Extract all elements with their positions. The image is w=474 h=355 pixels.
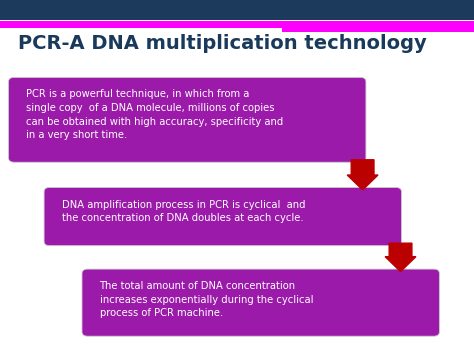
- Text: PCR is a powerful technique, in which from a
single copy  of a DNA molecule, mil: PCR is a powerful technique, in which fr…: [26, 89, 283, 140]
- FancyArrow shape: [385, 243, 416, 272]
- Text: DNA amplification process in PCR is cyclical  and
the concentration of DNA doubl: DNA amplification process in PCR is cycl…: [62, 200, 305, 223]
- FancyBboxPatch shape: [9, 77, 366, 162]
- FancyBboxPatch shape: [82, 269, 439, 336]
- Text: PCR-A DNA multiplication technology: PCR-A DNA multiplication technology: [18, 34, 427, 53]
- Text: The total amount of DNA concentration
increases exponentially during the cyclica: The total amount of DNA concentration in…: [100, 281, 313, 318]
- FancyBboxPatch shape: [44, 187, 401, 246]
- Bar: [0, 0, 474, 20]
- Bar: [0, 21, 282, 28]
- FancyArrow shape: [347, 160, 378, 190]
- Bar: [282, 21, 474, 32]
